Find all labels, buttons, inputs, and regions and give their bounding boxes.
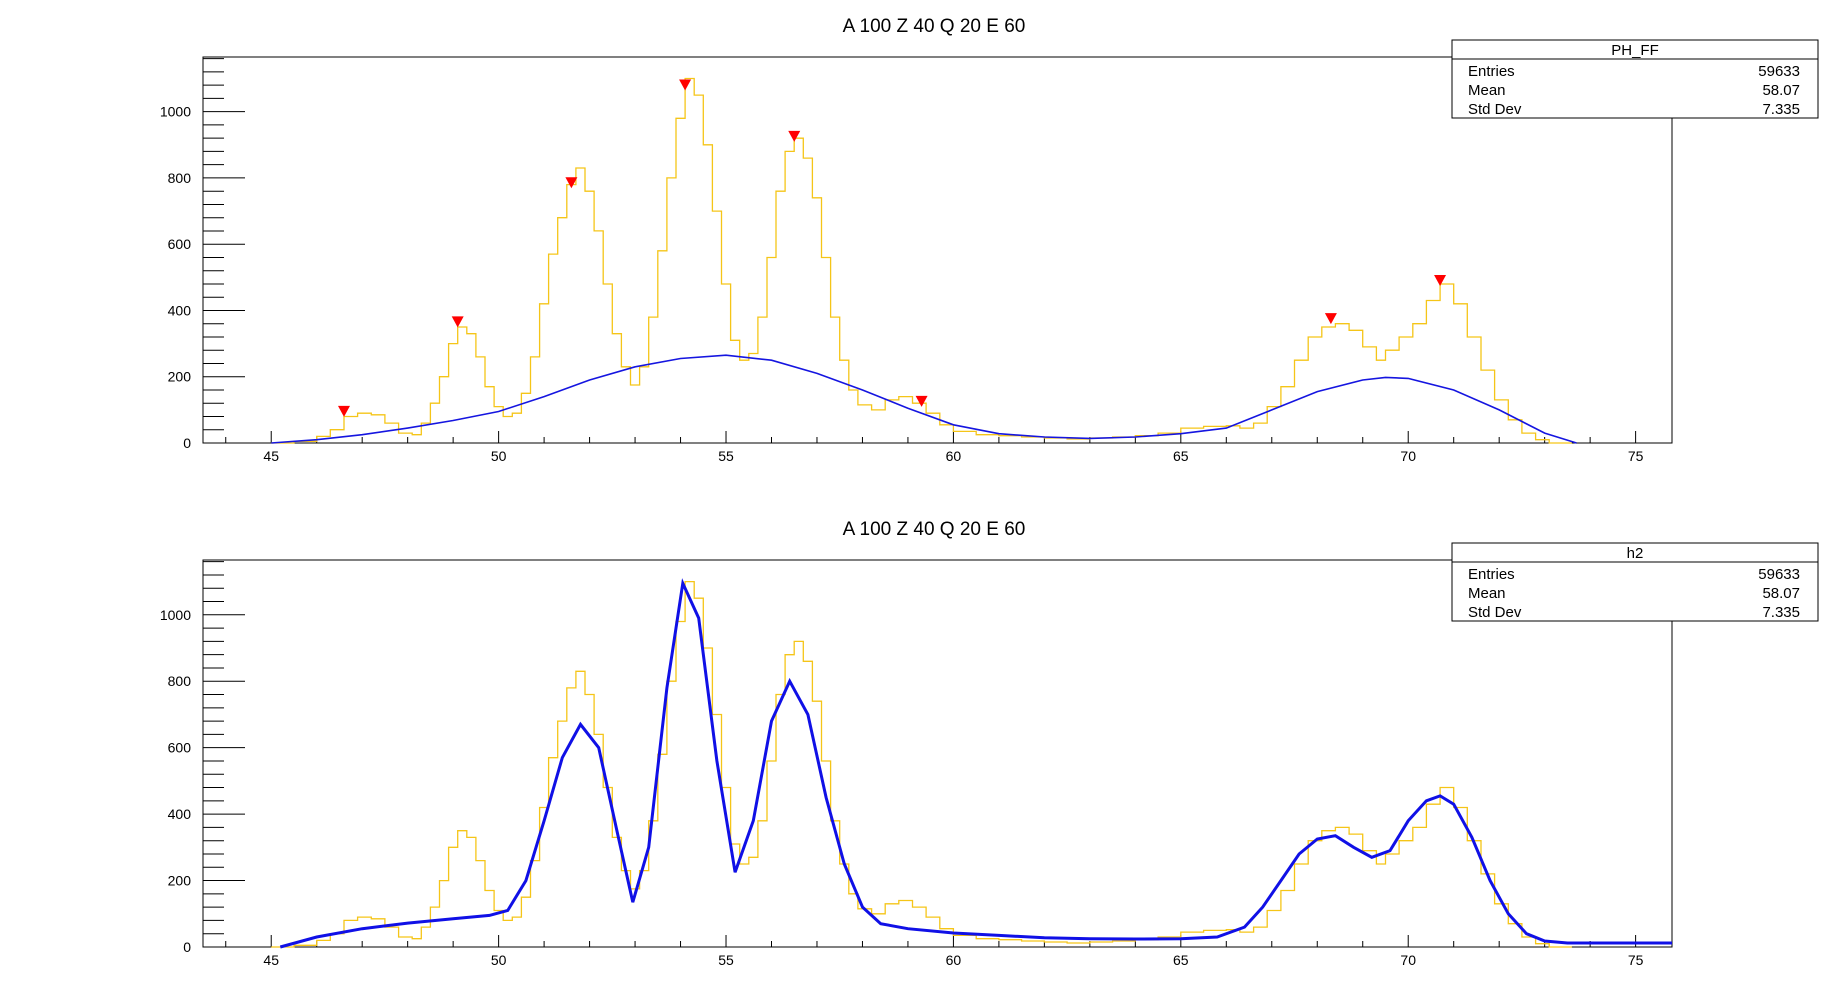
peak-marker (451, 316, 464, 328)
x-tick-label: 65 (1173, 952, 1189, 968)
x-tick-label: 55 (718, 952, 734, 968)
peak-marker (337, 405, 350, 417)
panel-1: A 100 Z 40 Q 20 E 60 0 200 400 600 800 1000 45 5… (160, 16, 1819, 464)
x-tick-label: 50 (491, 952, 507, 968)
stats-row-label: Mean (1468, 82, 1506, 99)
peak-marker (915, 395, 928, 407)
x-tick-label: 45 (263, 952, 279, 968)
peak-marker (1434, 274, 1447, 286)
y-tick-label: 200 (168, 873, 192, 889)
stats-box: h2 Entries 59633 Mean 58.07 Std Dev 7.335 (1451, 542, 1819, 622)
stats-row-label: Entries (1468, 63, 1515, 80)
y-tick-label: 800 (168, 673, 192, 689)
stats-box-frame (1451, 39, 1819, 119)
y-tick-label: 600 (168, 236, 192, 252)
x-tick-label: 50 (491, 448, 507, 464)
y-tick-label: 200 (168, 369, 192, 385)
stats-row-value: 58.07 (1762, 585, 1800, 602)
stats-row-label: Std Dev (1468, 101, 1522, 118)
y-tick-label: 800 (168, 170, 192, 186)
y-tick-label: 1000 (160, 607, 191, 623)
stats-row-value: 59633 (1758, 566, 1800, 583)
x-tick-label: 75 (1628, 448, 1644, 464)
stats-box-name: h2 (1627, 545, 1644, 562)
stats-row-label: Mean (1468, 585, 1506, 602)
x-tick-label: 65 (1173, 448, 1189, 464)
background-curve (271, 354, 1577, 444)
stats-row-value: 58.07 (1762, 82, 1800, 99)
stats-row-value: 7.335 (1762, 604, 1800, 621)
y-tick-label: 1000 (160, 104, 191, 120)
y-tick-label: 400 (168, 806, 192, 822)
y-tick-label: 0 (183, 435, 191, 451)
y-tick-label: 0 (183, 939, 191, 955)
stats-row-label: Std Dev (1468, 604, 1522, 621)
panel-title: A 100 Z 40 Q 20 E 60 (843, 16, 1026, 37)
plot-frame (202, 559, 1673, 948)
peak-marker (1324, 313, 1337, 325)
x-tick-label: 75 (1628, 952, 1644, 968)
panel-2: A 100 Z 40 Q 20 E 60 0 200 400 600 800 1000 45 5… (160, 519, 1819, 968)
stats-row-label: Entries (1468, 566, 1515, 583)
histogram-series (271, 580, 1572, 948)
histogram-series (271, 77, 1572, 444)
peak-marker (788, 130, 801, 142)
plot-frame (202, 56, 1673, 444)
stats-box: PH_FF Entries 59633 Mean 58.07 Std Dev 7.335 (1451, 39, 1819, 119)
x-tick-label: 60 (946, 952, 962, 968)
fit-curve (279, 578, 1672, 949)
y-tick-label: 400 (168, 302, 192, 318)
stats-box-frame (1451, 542, 1819, 622)
x-tick-label: 45 (263, 448, 279, 464)
peak-marker (679, 79, 692, 91)
y-tick-label: 600 (168, 740, 192, 756)
stats-row-value: 59633 (1758, 63, 1800, 80)
x-tick-label: 70 (1400, 448, 1416, 464)
x-tick-label: 70 (1400, 952, 1416, 968)
peak-marker (565, 177, 578, 189)
stats-box-name: PH_FF (1611, 42, 1659, 59)
x-tick-label: 60 (946, 448, 962, 464)
panel-title: A 100 Z 40 Q 20 E 60 (843, 519, 1026, 540)
x-tick-label: 55 (718, 448, 734, 464)
stats-row-value: 7.335 (1762, 101, 1800, 118)
